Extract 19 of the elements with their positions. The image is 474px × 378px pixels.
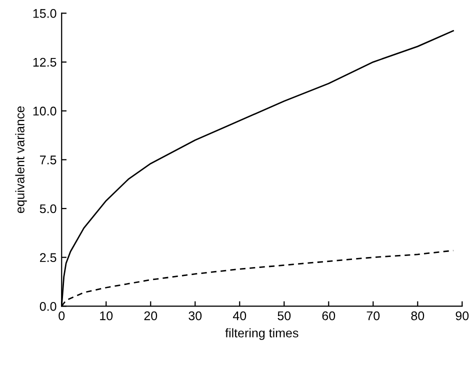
x-tick-label: 90 <box>456 311 469 320</box>
y-tick-label: 10.0 <box>33 106 56 116</box>
x-tick-label: 50 <box>278 311 291 320</box>
y-tick-label: 0.0 <box>40 302 56 311</box>
x-tick-label: 60 <box>322 311 336 320</box>
x-axis-title: filtering times <box>225 328 298 340</box>
x-tick-label: 80 <box>411 311 424 320</box>
y-axis-title: equivalent variance <box>15 106 27 214</box>
y-tick-label: 2.5 <box>40 253 56 262</box>
x-tick-label: 70 <box>366 311 380 320</box>
y-tick-label: 12.5 <box>33 58 56 67</box>
y-tick-label: 15.0 <box>33 9 56 18</box>
x-tick-label: 40 <box>232 311 246 320</box>
x-tick-label: 0 <box>58 311 65 320</box>
y-tick-label: 5.0 <box>40 204 56 214</box>
y-tick-label: 7.5 <box>40 156 56 164</box>
x-tick-label: 10 <box>100 311 113 320</box>
x-tick-label: 20 <box>144 311 158 320</box>
x-tick-label: 30 <box>188 311 202 320</box>
